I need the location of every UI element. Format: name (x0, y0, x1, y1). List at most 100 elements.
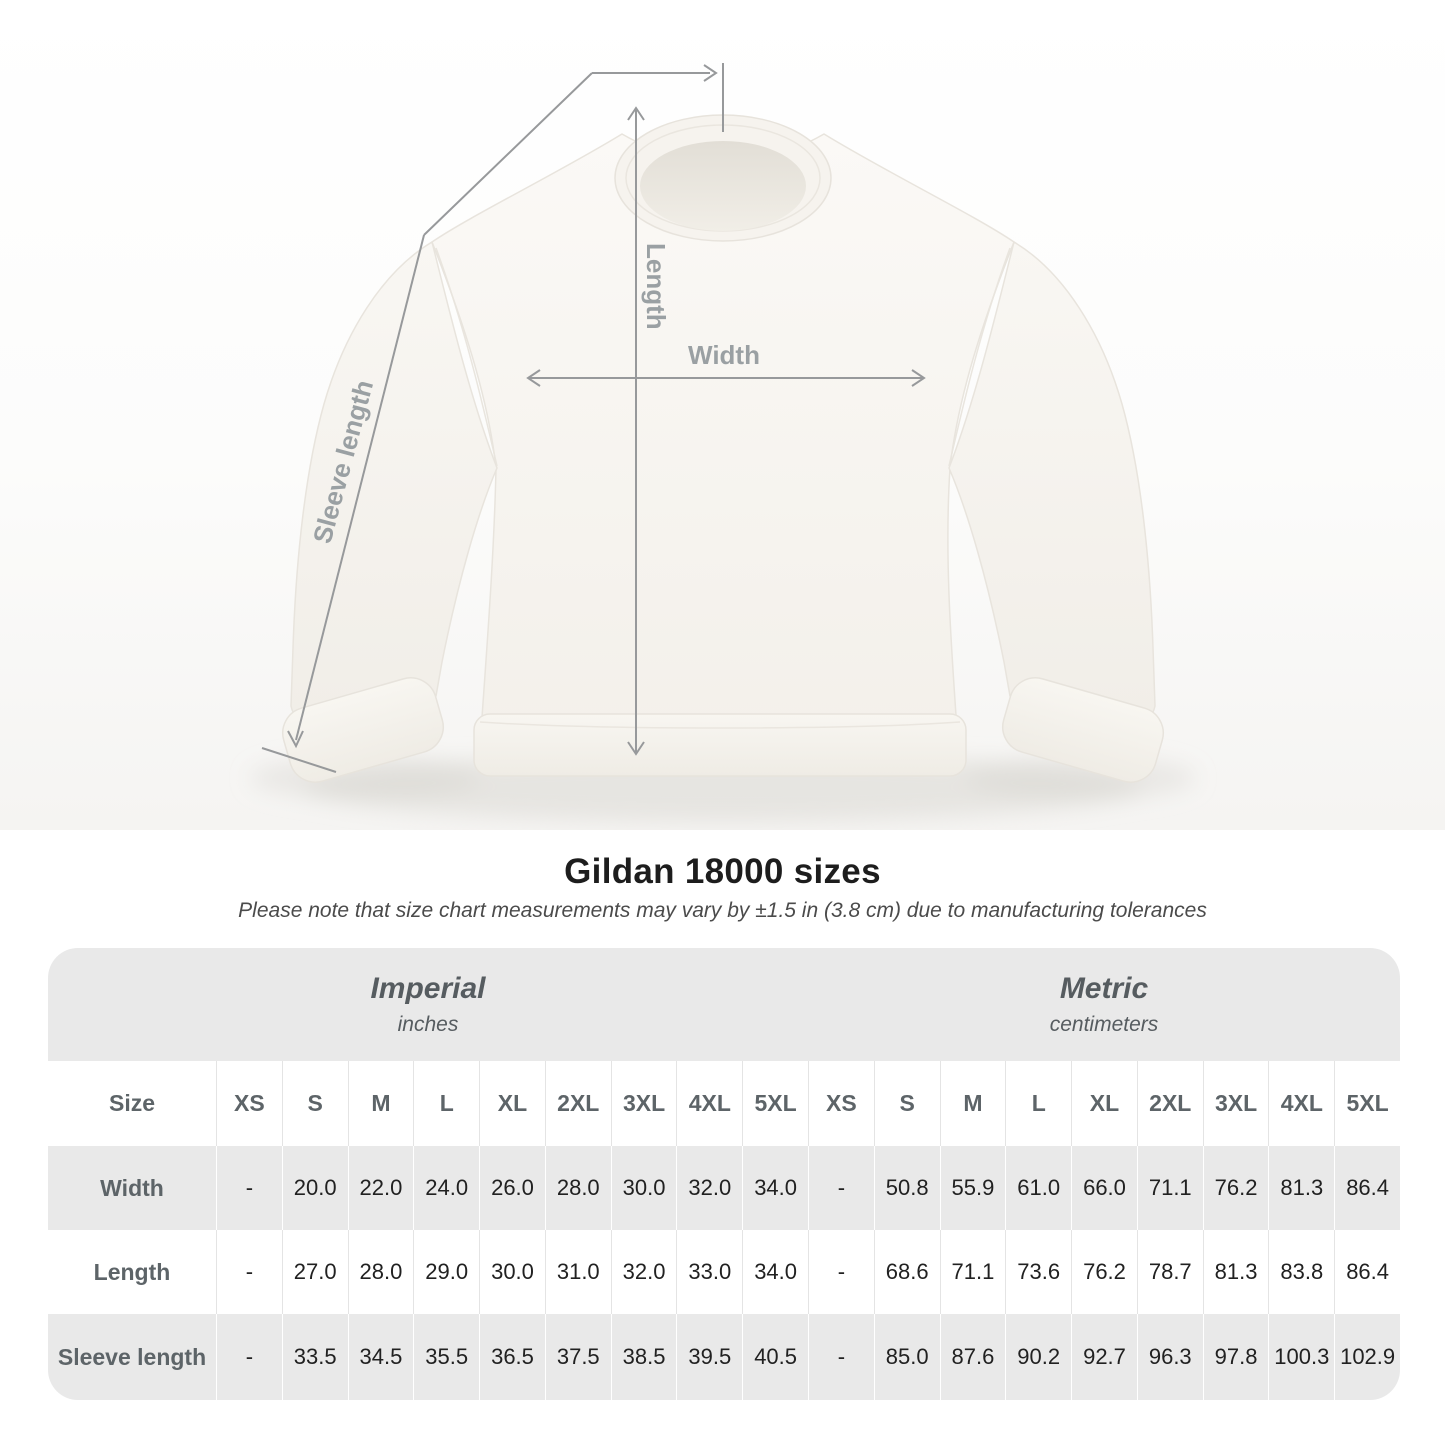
value-cell: 85.0 (873, 1314, 940, 1400)
arrowhead-left-icon (526, 369, 541, 387)
value-cell: 73.6 (1005, 1230, 1072, 1314)
value-cell: 90.2 (1005, 1314, 1072, 1400)
tolerance-note: Please note that size chart measurements… (238, 899, 1207, 922)
value-cell: 27.0 (281, 1230, 348, 1314)
value-cell: 86.4 (1334, 1230, 1400, 1314)
value-cell: 36.5 (479, 1314, 545, 1400)
value-cell: 32.0 (610, 1230, 677, 1314)
size-col-header: L (1005, 1061, 1072, 1146)
arrowhead-right-icon (703, 64, 718, 82)
size-table: Imperial inches Metric centimeters Size … (48, 948, 1400, 1400)
value-cell: 39.5 (676, 1314, 743, 1400)
size-col-header: 5XL (742, 1061, 808, 1146)
cuff-end-tick (261, 747, 337, 773)
size-col-header: M (939, 1061, 1006, 1146)
sleeve-measure-shoulder-segment (423, 72, 593, 236)
size-header-label: Size (48, 1061, 216, 1146)
value-cell: - (216, 1230, 282, 1314)
size-col-header: 3XL (610, 1061, 677, 1146)
value-cell: 50.8 (873, 1146, 940, 1230)
value-cell: 32.0 (676, 1146, 743, 1230)
value-cell: 86.4 (1334, 1146, 1400, 1230)
page-title: Gildan 18000 sizes (564, 852, 881, 891)
size-col-header: S (873, 1061, 940, 1146)
value-cell: 38.5 (610, 1314, 677, 1400)
collar (614, 114, 832, 242)
value-cell: 20.0 (281, 1146, 348, 1230)
imperial-section-unit: inches (397, 1013, 459, 1036)
row-label-width: Width (48, 1146, 216, 1230)
size-col-header: XL (479, 1061, 545, 1146)
size-col-header: 3XL (1202, 1061, 1269, 1146)
value-cell: 34.0 (742, 1230, 808, 1314)
size-col-header: 5XL (1334, 1061, 1400, 1146)
width-label: Width (688, 340, 760, 370)
length-label: Length (641, 243, 671, 330)
size-col-header: XL (1071, 1061, 1137, 1146)
value-cell: 66.0 (1071, 1146, 1137, 1230)
value-cell: 83.8 (1268, 1230, 1335, 1314)
arrowhead-right2-icon (911, 369, 926, 387)
value-cell: 97.8 (1202, 1314, 1269, 1400)
value-cell: 55.9 (939, 1146, 1006, 1230)
metric-section-header: Metric centimeters (808, 948, 1400, 1061)
left-cuff (281, 677, 445, 783)
value-cell: 71.1 (1136, 1146, 1203, 1230)
value-cell: 68.6 (873, 1230, 940, 1314)
value-cell: 34.5 (347, 1314, 414, 1400)
left-armhole-seam (435, 247, 498, 467)
sweatshirt-illustration (281, 114, 1165, 783)
value-cell: 26.0 (479, 1146, 545, 1230)
value-cell: 33.0 (676, 1230, 743, 1314)
size-col-header: 2XL (544, 1061, 611, 1146)
size-col-header: 4XL (676, 1061, 743, 1146)
value-cell: 61.0 (1005, 1146, 1072, 1230)
value-cell: 92.7 (1071, 1314, 1137, 1400)
value-cell: 100.3 (1268, 1314, 1335, 1400)
value-cell: 28.0 (544, 1146, 611, 1230)
value-cell: 35.5 (413, 1314, 480, 1400)
value-cell: 37.5 (544, 1314, 611, 1400)
arrowhead-up-icon (627, 106, 645, 121)
value-cell: 96.3 (1136, 1314, 1203, 1400)
value-cell: 28.0 (347, 1230, 414, 1314)
imperial-section-title: Imperial (370, 972, 486, 1005)
row-label-sleeve-length: Sleeve length (48, 1314, 216, 1400)
value-cell: 71.1 (939, 1230, 1006, 1314)
value-cell: - (808, 1230, 874, 1314)
value-cell: 31.0 (544, 1230, 611, 1314)
value-cell: 87.6 (939, 1314, 1006, 1400)
arrowhead-down-icon (627, 741, 645, 756)
measurement-lines (261, 63, 926, 773)
value-cell: 76.2 (1202, 1146, 1269, 1230)
size-col-header: 2XL (1136, 1061, 1203, 1146)
imperial-section-header: Imperial inches (48, 948, 808, 1061)
value-cell: 78.7 (1136, 1230, 1203, 1314)
value-cell: - (808, 1146, 874, 1230)
right-cuff (1001, 677, 1165, 783)
value-cell: 102.9 (1334, 1314, 1400, 1400)
size-col-header: XS (216, 1061, 282, 1146)
size-col-header: 4XL (1268, 1061, 1335, 1146)
size-col-header: S (281, 1061, 348, 1146)
value-cell: 81.3 (1202, 1230, 1269, 1314)
value-cell: 81.3 (1268, 1146, 1335, 1230)
value-cell: - (216, 1146, 282, 1230)
size-col-header: L (413, 1061, 480, 1146)
waistband (473, 713, 967, 777)
metric-section-title: Metric (1059, 972, 1149, 1005)
waistband-seam (479, 721, 961, 729)
arrowhead-cuff-icon (287, 730, 304, 749)
value-cell: 22.0 (347, 1146, 414, 1230)
value-cell: - (808, 1314, 874, 1400)
size-col-header: M (347, 1061, 414, 1146)
value-cell: 30.0 (610, 1146, 677, 1230)
value-cell: - (216, 1314, 282, 1400)
metric-section-unit: centimeters (1049, 1013, 1159, 1036)
value-cell: 24.0 (413, 1146, 480, 1230)
value-cell: 33.5 (281, 1314, 348, 1400)
size-col-header: XS (808, 1061, 874, 1146)
right-armhole-seam (948, 247, 1011, 467)
value-cell: 29.0 (413, 1230, 480, 1314)
